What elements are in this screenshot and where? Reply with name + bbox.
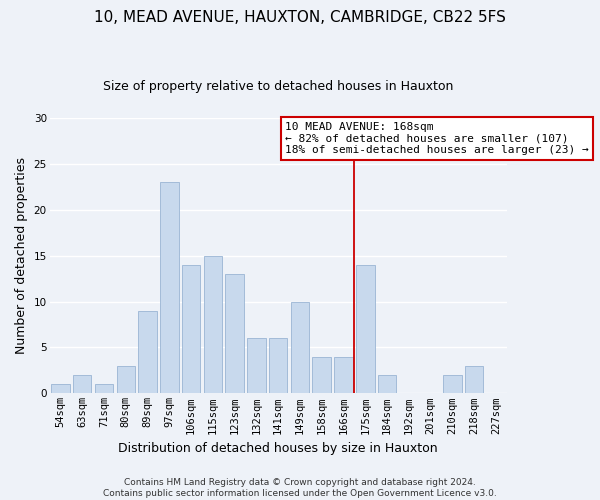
Bar — [378, 375, 396, 394]
Bar — [443, 375, 461, 394]
Bar — [182, 265, 200, 394]
Title: Size of property relative to detached houses in Hauxton: Size of property relative to detached ho… — [103, 80, 454, 93]
Bar — [290, 302, 309, 394]
Bar — [465, 366, 484, 394]
Bar — [73, 375, 91, 394]
Bar — [313, 356, 331, 394]
Bar — [247, 338, 266, 394]
Bar — [116, 366, 135, 394]
Y-axis label: Number of detached properties: Number of detached properties — [15, 157, 28, 354]
Bar — [269, 338, 287, 394]
Bar — [203, 256, 222, 394]
Bar — [160, 182, 179, 394]
X-axis label: Distribution of detached houses by size in Hauxton: Distribution of detached houses by size … — [118, 442, 438, 455]
Text: 10 MEAD AVENUE: 168sqm
← 82% of detached houses are smaller (107)
18% of semi-de: 10 MEAD AVENUE: 168sqm ← 82% of detached… — [285, 122, 589, 155]
Bar — [139, 310, 157, 394]
Text: Contains HM Land Registry data © Crown copyright and database right 2024.
Contai: Contains HM Land Registry data © Crown c… — [103, 478, 497, 498]
Bar — [334, 356, 353, 394]
Bar — [356, 265, 374, 394]
Text: 10, MEAD AVENUE, HAUXTON, CAMBRIDGE, CB22 5FS: 10, MEAD AVENUE, HAUXTON, CAMBRIDGE, CB2… — [94, 10, 506, 25]
Bar — [95, 384, 113, 394]
Bar — [51, 384, 70, 394]
Bar — [226, 274, 244, 394]
